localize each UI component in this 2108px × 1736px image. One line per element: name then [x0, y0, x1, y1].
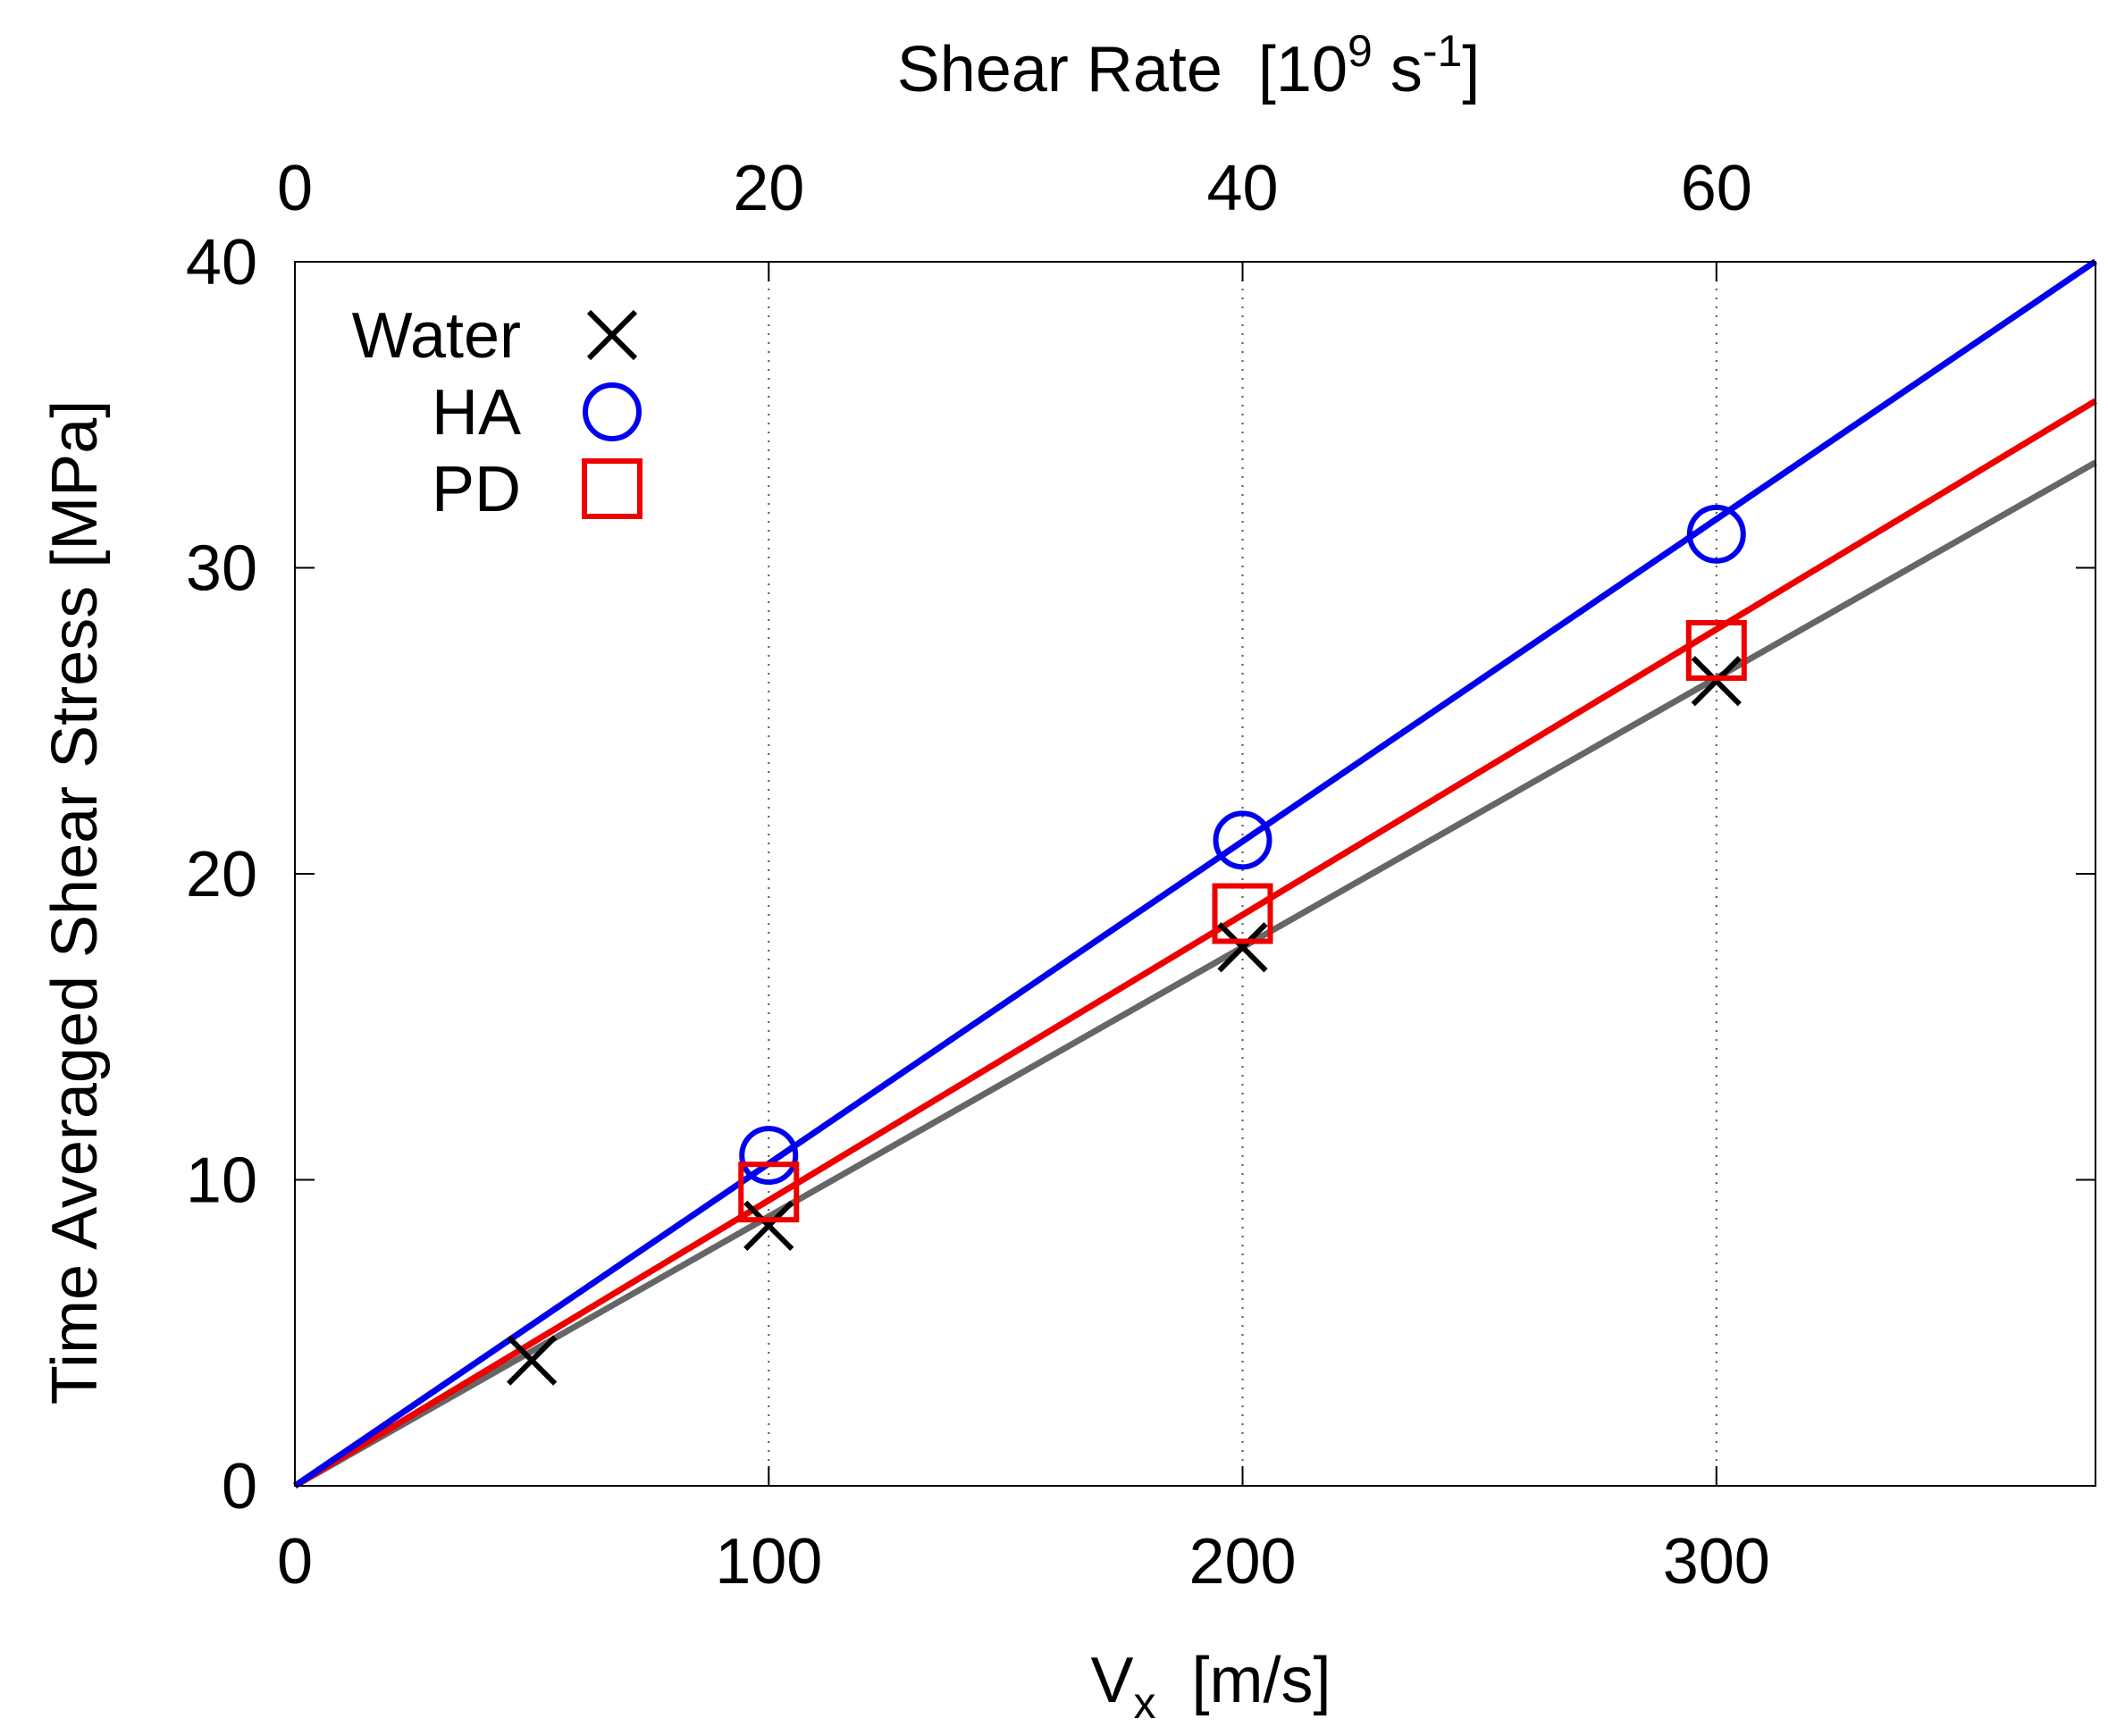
grid-lines [768, 262, 1717, 1486]
legend-marker-water [586, 309, 638, 361]
x2-axis-label-unit-mid: s [1373, 34, 1423, 105]
x2-axis-label-main: Shear Rate [897, 34, 1222, 105]
point-water-300 [1691, 656, 1742, 707]
point-water-200 [1217, 922, 1268, 973]
x2-axis-label-unit-exp: 9 [1348, 26, 1373, 76]
data-points [507, 504, 1747, 1386]
point-ha-300 [1686, 504, 1746, 564]
y-tick-label-40: 40 [186, 227, 257, 298]
y-tick-label-0: 0 [222, 1451, 257, 1522]
point-pd-300 [1685, 619, 1747, 681]
y-tick-label-20: 20 [186, 839, 257, 910]
x-tick-label-300: 300 [1663, 1526, 1770, 1598]
point-water-50 [507, 1335, 558, 1386]
legend-label-pd: PD [432, 454, 521, 525]
fit-line-ha [293, 258, 2097, 1489]
x2-tick-label-0: 0 [277, 153, 313, 224]
x2-tick-label-60: 60 [1681, 153, 1752, 224]
point-water-100 [743, 1200, 794, 1251]
x-tick-label-0: 0 [277, 1526, 313, 1598]
x2-axis-label-unit-post: ] [1462, 34, 1480, 105]
fit-line-water [293, 459, 2097, 1489]
point-ha-100 [739, 1126, 799, 1186]
legend-marker-pd [582, 458, 642, 519]
point-pd-100 [738, 1162, 800, 1223]
x-axis-label: Vx [m/s] [1090, 1645, 1331, 1728]
x-axis-label-main: V [1090, 1645, 1133, 1716]
x2-axis-label-unit-pre: [10 [1258, 34, 1348, 105]
y-tick-label-30: 30 [186, 533, 257, 605]
y-tick-label-10: 10 [186, 1145, 257, 1217]
point-pd-200 [1212, 883, 1273, 944]
axis-ticks: 0 100 200 300 0 20 40 60 0 10 20 30 40 [186, 153, 2095, 1598]
fit-line-pd [293, 398, 2097, 1489]
legend-marker-ha [583, 382, 642, 441]
x2-tick-label-20: 20 [733, 153, 804, 224]
legend-label-ha: HA [432, 377, 521, 449]
x-tick-label-200: 200 [1188, 1526, 1296, 1598]
x2-tick-label-40: 40 [1206, 153, 1278, 224]
x2-axis-label: Shear Rate [109 s-1] [897, 26, 1481, 105]
x-axis-label-subscript: x [1134, 1678, 1156, 1728]
y-axis-label: Time Averaged Shear Stress [MPa] [39, 400, 111, 1405]
legend-label-water: Water [352, 300, 521, 372]
x-axis-label-unit: [m/s] [1192, 1645, 1331, 1716]
fit-lines [293, 258, 2097, 1489]
point-ha-200 [1213, 810, 1272, 870]
x-tick-label-100: 100 [715, 1526, 822, 1598]
x2-axis-label-unit-exp2: -1 [1423, 26, 1462, 76]
